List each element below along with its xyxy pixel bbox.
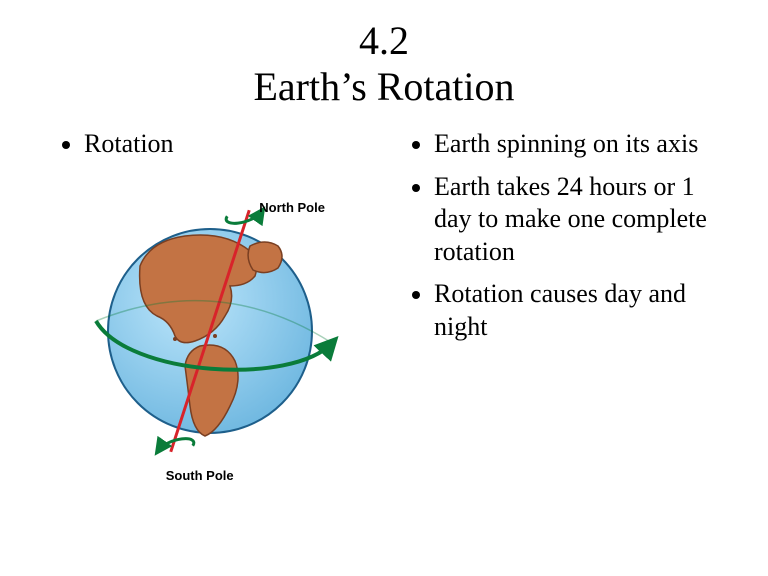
right-bullet-3: Rotation causes day and night bbox=[434, 278, 728, 343]
left-bullet-1: Rotation bbox=[84, 128, 400, 161]
title-line-2: Earth’s Rotation bbox=[0, 64, 768, 110]
left-column: Rotation North Pole South Pole bbox=[60, 128, 400, 506]
earth-rotation-diagram: North Pole South Pole bbox=[80, 181, 400, 506]
right-bullet-1: Earth spinning on its axis bbox=[434, 128, 728, 161]
content-columns: Rotation North Pole South Pole Earth spin… bbox=[0, 110, 768, 506]
slide-title-block: 4.2 Earth’s Rotation bbox=[0, 0, 768, 110]
left-bullet-list: Rotation bbox=[60, 128, 400, 161]
right-column: Earth spinning on its axis Earth takes 2… bbox=[400, 128, 728, 506]
north-pole-label: North Pole bbox=[259, 200, 325, 215]
right-bullet-list: Earth spinning on its axis Earth takes 2… bbox=[410, 128, 728, 343]
right-bullet-2: Earth takes 24 hours or 1 day to make on… bbox=[434, 171, 728, 269]
south-pole-label: South Pole bbox=[166, 467, 234, 482]
title-line-1: 4.2 bbox=[0, 18, 768, 64]
